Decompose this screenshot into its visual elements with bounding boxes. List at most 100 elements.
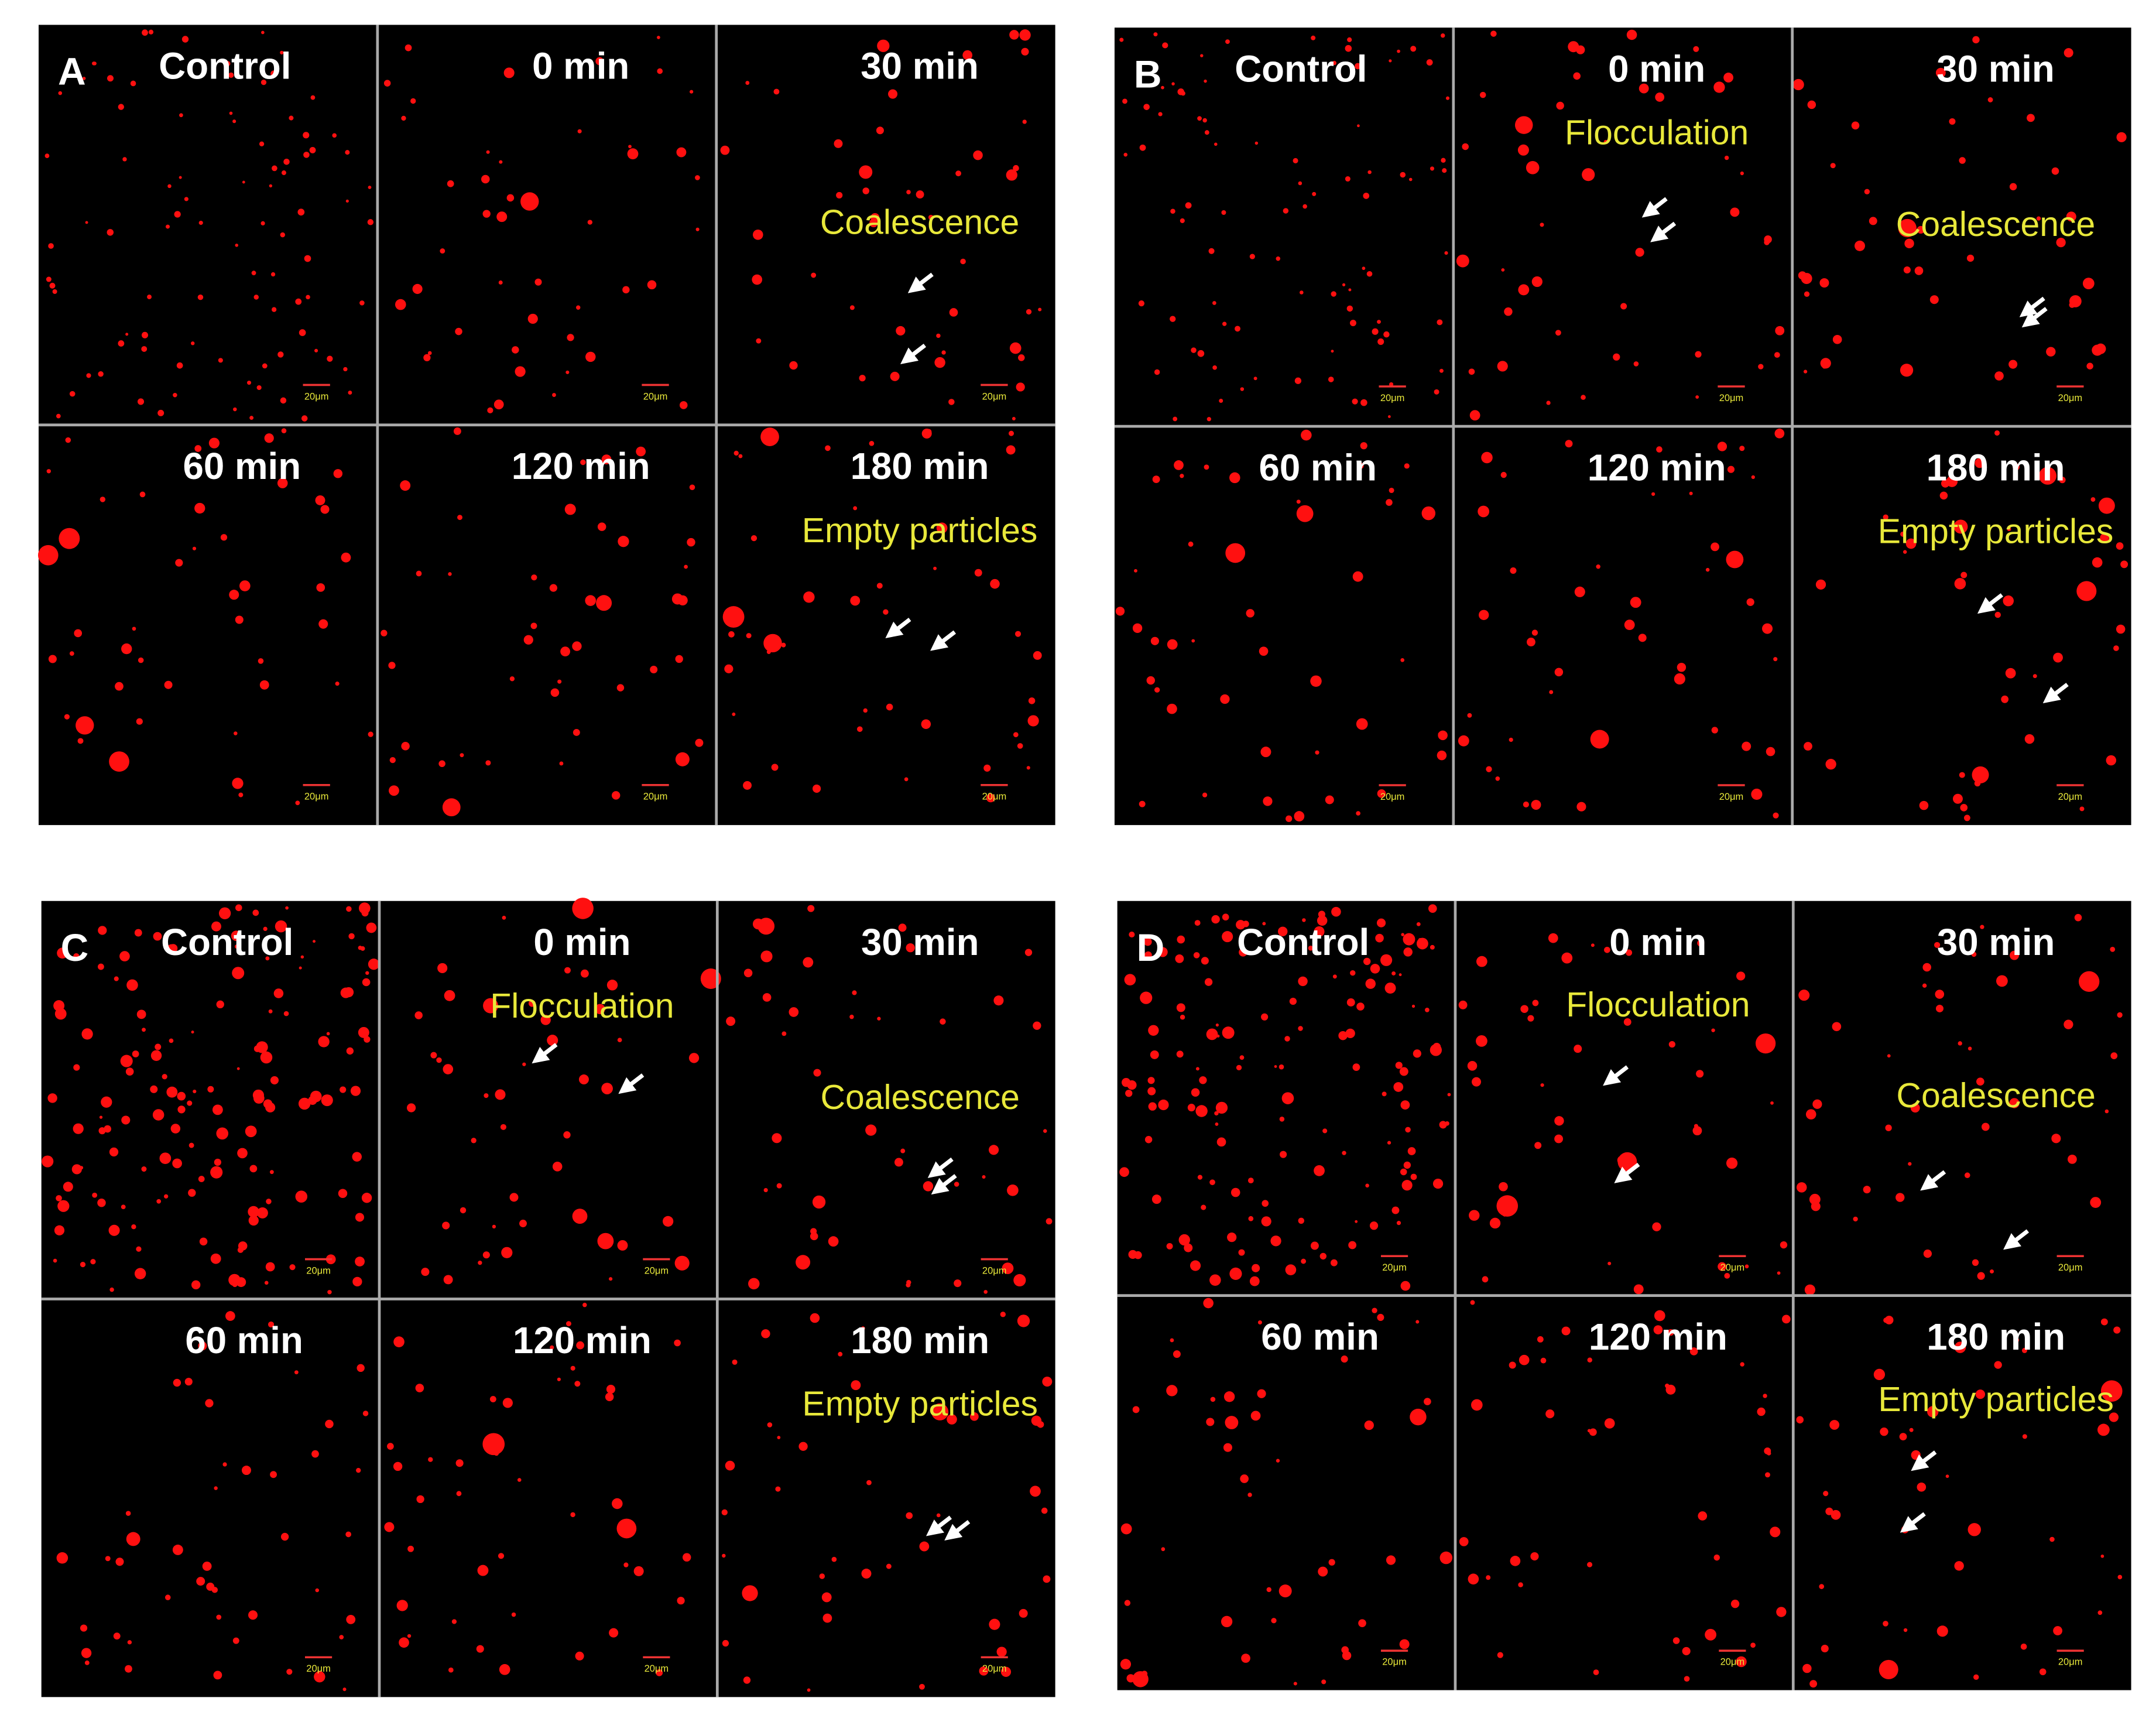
droplet — [1328, 376, 1334, 382]
droplet — [1695, 395, 1699, 399]
droplet — [657, 68, 663, 74]
droplet — [861, 1569, 872, 1579]
droplet — [1298, 976, 1308, 987]
droplet — [1624, 619, 1635, 631]
droplet — [1285, 1264, 1297, 1275]
droplet — [1711, 542, 1719, 552]
droplet — [1293, 1682, 1297, 1686]
arrow — [618, 1073, 645, 1094]
droplet — [1120, 1523, 1132, 1535]
droplet — [1239, 1055, 1245, 1060]
droplet — [1122, 98, 1127, 104]
droplet — [1911, 1450, 1921, 1460]
droplet — [2100, 1380, 2123, 1402]
droplet — [1958, 1041, 1962, 1046]
droplet — [1296, 499, 1301, 504]
droplet — [1919, 800, 1929, 810]
droplet — [1410, 1408, 1427, 1426]
droplet — [320, 505, 330, 514]
annotation: Coalescence — [820, 1079, 1019, 1117]
droplet — [1263, 796, 1273, 806]
droplet — [205, 1399, 214, 1408]
droplet — [1445, 96, 1450, 100]
droplet — [313, 940, 316, 943]
droplet — [601, 1083, 613, 1094]
droplet — [1173, 1350, 1181, 1358]
droplet — [150, 1085, 158, 1093]
droplet — [310, 95, 316, 100]
droplet — [1400, 1100, 1410, 1110]
droplet — [341, 552, 351, 563]
droplet — [1400, 1281, 1411, 1291]
droplet — [1206, 1418, 1215, 1426]
droplet — [295, 298, 302, 305]
droplet — [54, 1225, 65, 1235]
droplet — [1146, 676, 1155, 685]
droplet — [1276, 1459, 1280, 1463]
droplet — [1468, 368, 1475, 375]
droplet — [348, 391, 352, 395]
annotation: Coalescence — [1896, 206, 2095, 244]
droplet — [1280, 1151, 1287, 1158]
droplet — [1027, 715, 1039, 727]
droplet — [476, 1645, 484, 1653]
droplet — [1122, 1078, 1131, 1087]
droplet — [1124, 1600, 1131, 1606]
droplet — [493, 399, 504, 410]
droplet — [1922, 983, 1927, 988]
droplet — [633, 1566, 644, 1576]
droplet — [1405, 1127, 1411, 1133]
droplet — [270, 1471, 277, 1478]
droplet — [283, 1011, 289, 1016]
droplet — [1798, 990, 1810, 1001]
droplet — [484, 1093, 489, 1098]
droplet — [253, 295, 259, 300]
droplet — [1281, 1092, 1294, 1104]
droplet — [367, 219, 374, 225]
droplet — [501, 1247, 513, 1258]
time-label: 0 min — [533, 922, 630, 963]
droplet — [98, 926, 107, 935]
droplet — [1144, 1136, 1153, 1144]
droplet — [358, 946, 362, 950]
droplet — [401, 115, 406, 121]
droplet — [1248, 1216, 1254, 1221]
panel-letter: A — [58, 50, 86, 93]
droplet — [1587, 1562, 1593, 1567]
droplet — [252, 909, 259, 916]
droplet — [1235, 326, 1240, 332]
scale-label: 20μm — [645, 1663, 669, 1674]
droplet — [1302, 918, 1306, 922]
droplet — [1864, 189, 1870, 195]
droplet — [724, 664, 733, 673]
droplet — [1883, 1621, 1888, 1627]
droplet — [2039, 1668, 2047, 1676]
droplet — [1936, 1625, 1948, 1637]
droplet — [355, 1257, 365, 1266]
droplet — [495, 1089, 506, 1100]
droplet — [1565, 440, 1573, 448]
droplet — [1009, 342, 1022, 354]
droplet — [2113, 645, 2119, 651]
droplet — [327, 355, 333, 362]
droplet — [97, 1198, 106, 1207]
arrow — [927, 1157, 954, 1178]
droplet — [440, 248, 445, 254]
droplet — [849, 1014, 854, 1019]
droplet — [720, 145, 730, 155]
droplet — [235, 904, 242, 912]
droplet — [746, 633, 752, 639]
droplet — [1401, 1180, 1413, 1191]
scale-label: 20μm — [2058, 1657, 2083, 1668]
droplet — [1120, 1659, 1132, 1670]
droplet — [210, 1253, 221, 1264]
droplet — [1958, 524, 1965, 532]
droplet — [1776, 1607, 1787, 1617]
droplet — [410, 98, 416, 104]
droplet — [1497, 361, 1508, 372]
droplet — [1949, 118, 1956, 125]
droplet — [618, 536, 629, 547]
time-label: 180 min — [1927, 447, 2065, 488]
droplet — [1437, 319, 1443, 326]
droplet — [1176, 1050, 1184, 1058]
